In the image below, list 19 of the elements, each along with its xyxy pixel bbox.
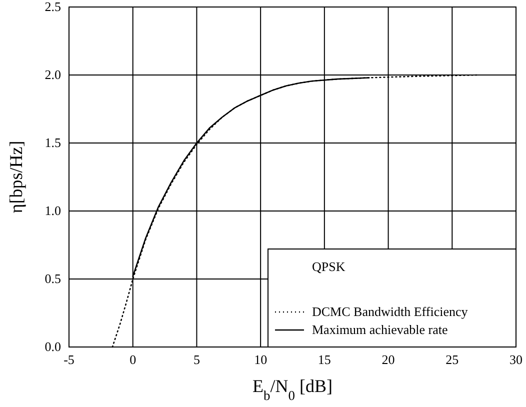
x-tick-label: 5	[193, 352, 200, 368]
y-tick-label: 2.5	[44, 0, 61, 14]
y-tick-label: 1.0	[44, 203, 61, 218]
y-tick-label: 1.5	[44, 135, 61, 150]
legend-title: QPSK	[312, 259, 346, 274]
x-axis-title: E$_{b}$/N$_{0}$ [dB]	[252, 376, 332, 402]
x-tick-label: 15	[318, 352, 331, 368]
x-tick-label: 25	[446, 352, 459, 368]
x-tick-label: 20	[382, 352, 395, 368]
y-tick-label: 0.5	[44, 271, 61, 286]
legend-label: Maximum achievable rate	[312, 322, 448, 337]
x-tick-label: 30	[510, 352, 522, 368]
y-tick-label: 0.0	[44, 339, 61, 354]
y-axis-title: η[bps/Hz]	[6, 140, 26, 214]
x-tick-label: 0	[130, 352, 136, 368]
y-tick-label: 2.0	[44, 67, 61, 82]
x-tick-label: -5	[64, 352, 74, 368]
x-tick-label: 10	[254, 352, 268, 368]
legend-label: DCMC Bandwidth Efficiency	[312, 304, 468, 319]
